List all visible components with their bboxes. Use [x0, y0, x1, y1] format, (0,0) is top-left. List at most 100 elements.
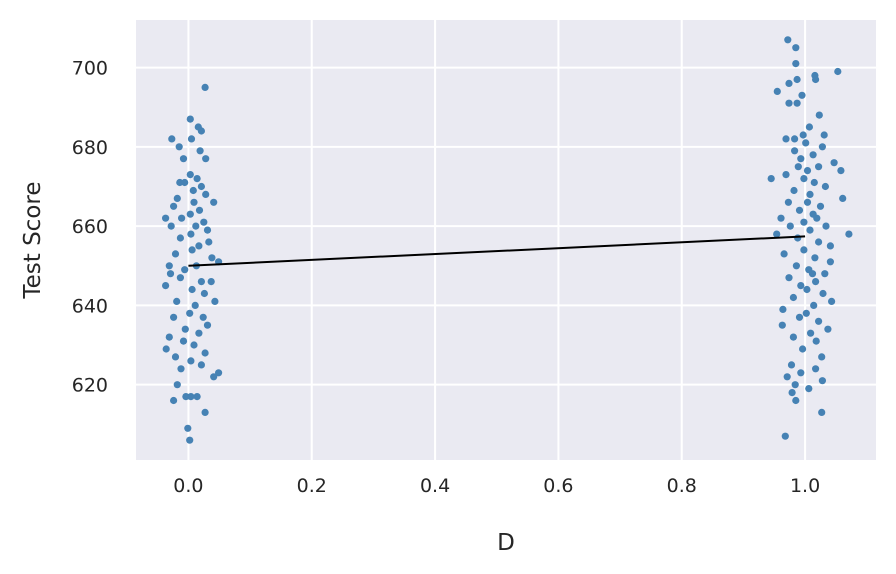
data-point — [175, 143, 183, 151]
data-point — [165, 262, 173, 270]
data-point — [210, 373, 218, 381]
data-point — [800, 218, 808, 226]
data-point — [188, 285, 196, 294]
data-point — [182, 393, 190, 401]
data-point — [792, 60, 800, 68]
data-point — [795, 206, 804, 214]
data-point — [785, 274, 793, 282]
data-point — [812, 337, 820, 345]
data-point — [168, 135, 176, 143]
data-point — [188, 246, 196, 254]
data-point — [205, 238, 213, 246]
data-point — [819, 289, 827, 298]
data-point — [173, 381, 181, 389]
data-point — [195, 329, 203, 337]
data-point — [777, 214, 785, 222]
data-point — [165, 333, 173, 341]
data-point — [795, 313, 804, 321]
data-point — [780, 250, 788, 258]
data-point — [791, 381, 799, 389]
data-point — [803, 167, 812, 175]
y-tick-label: 620 — [72, 375, 108, 397]
data-point — [815, 238, 823, 246]
data-point — [810, 178, 818, 187]
data-point — [783, 373, 791, 381]
data-point — [186, 210, 194, 218]
data-point — [787, 361, 796, 369]
data-point — [793, 99, 801, 107]
data-point — [789, 293, 798, 302]
data-point — [834, 67, 842, 76]
data-point — [181, 325, 189, 333]
data-point — [818, 377, 827, 385]
data-point — [197, 182, 205, 191]
data-point — [782, 135, 790, 143]
x-axis-label: D — [497, 530, 515, 556]
data-point — [789, 333, 798, 341]
data-point — [809, 151, 817, 159]
data-point — [179, 337, 188, 345]
data-point — [813, 214, 821, 222]
data-point — [812, 75, 820, 84]
data-point — [170, 313, 178, 321]
data-point — [166, 270, 175, 278]
data-point — [184, 424, 192, 432]
data-point — [187, 230, 195, 238]
data-point — [805, 123, 814, 131]
data-point — [197, 361, 205, 369]
data-point — [187, 393, 195, 401]
x-tick-label: 0.0 — [173, 475, 203, 497]
data-point — [784, 198, 793, 206]
data-point — [782, 171, 790, 179]
data-point — [799, 131, 807, 139]
data-point — [171, 353, 180, 361]
data-point — [822, 222, 830, 230]
data-point — [162, 214, 170, 222]
data-point — [806, 226, 814, 234]
data-point — [162, 282, 170, 290]
data-point — [818, 353, 826, 361]
data-point — [173, 194, 181, 202]
data-point — [187, 357, 195, 365]
data-point — [799, 345, 807, 353]
data-point — [815, 163, 823, 171]
data-point — [200, 289, 208, 298]
data-point — [792, 262, 801, 270]
data-point — [800, 246, 808, 254]
data-point — [181, 266, 189, 274]
y-tick-label: 700 — [72, 58, 108, 80]
x-tick-labels: 0.0 0.2 0.4 0.6 0.8 1.0 — [173, 475, 820, 497]
data-point — [203, 321, 212, 329]
data-point — [193, 175, 201, 183]
data-point — [208, 254, 216, 262]
data-point — [818, 408, 826, 416]
data-point — [821, 182, 830, 191]
fit-line — [188, 235, 806, 267]
data-point — [215, 369, 223, 377]
data-point — [773, 230, 781, 238]
y-axis-label: Test Score — [20, 181, 46, 299]
data-point — [201, 408, 209, 416]
data-point — [207, 278, 215, 286]
data-point — [171, 250, 180, 258]
x-tick-label: 0.6 — [543, 475, 573, 497]
data-point — [815, 111, 823, 119]
data-point — [176, 178, 184, 187]
data-point — [808, 270, 817, 278]
data-point — [790, 186, 798, 195]
data-point — [797, 155, 805, 163]
data-point — [821, 270, 829, 278]
data-point — [803, 198, 812, 206]
data-point — [811, 254, 819, 262]
data-point — [210, 198, 218, 206]
data-point — [800, 175, 808, 183]
data-point — [792, 44, 800, 52]
data-point — [202, 190, 210, 198]
data-point — [815, 317, 823, 325]
data-point — [828, 297, 836, 305]
y-tick-label: 680 — [72, 137, 108, 159]
data-point — [197, 278, 205, 286]
data-point — [162, 345, 170, 353]
x-tick-label: 0.2 — [297, 475, 327, 497]
data-point — [178, 214, 186, 222]
